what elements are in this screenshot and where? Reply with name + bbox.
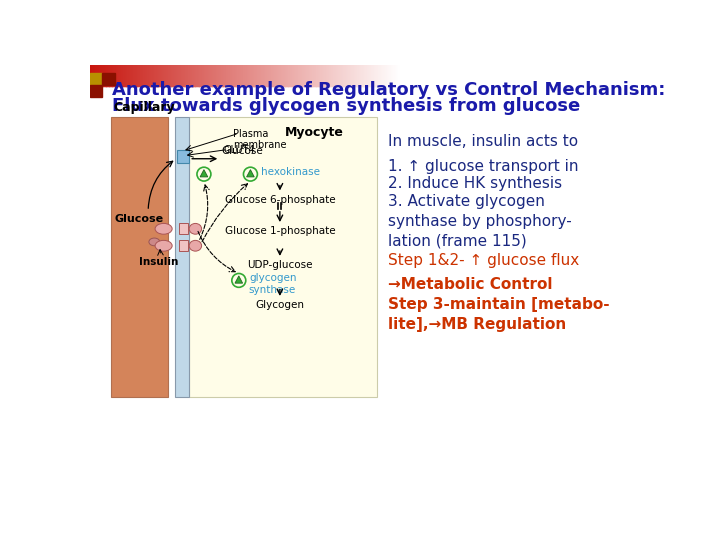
Bar: [179, 224, 189, 234]
Text: glycogen
synthase: glycogen synthase: [249, 273, 297, 295]
Polygon shape: [200, 170, 208, 177]
Ellipse shape: [155, 224, 172, 234]
Text: Step 1&2- ↑ glucose flux: Step 1&2- ↑ glucose flux: [388, 253, 580, 268]
Bar: [179, 240, 189, 251]
Ellipse shape: [149, 238, 160, 246]
Bar: [177, 150, 189, 163]
Ellipse shape: [155, 240, 172, 251]
Polygon shape: [246, 170, 254, 177]
Text: Plasma
membrane: Plasma membrane: [233, 129, 287, 150]
Bar: [90, 72, 102, 85]
Polygon shape: [235, 276, 243, 283]
Text: →Metabolic Control: →Metabolic Control: [388, 276, 553, 292]
Ellipse shape: [189, 240, 202, 251]
Ellipse shape: [189, 224, 202, 234]
Text: Insulin: Insulin: [138, 257, 178, 267]
Text: UDP-glucose: UDP-glucose: [247, 260, 312, 271]
Text: Step 3-maintain [metabo-
lite],→MB Regulation: Step 3-maintain [metabo- lite],→MB Regul…: [388, 298, 610, 332]
Text: Flux towards glycogen synthesis from glucose: Flux towards glycogen synthesis from glu…: [112, 97, 580, 114]
Text: Glucose 6-phosphate: Glucose 6-phosphate: [225, 195, 336, 205]
Bar: [189, 117, 377, 397]
Text: Glucose 1-phosphate: Glucose 1-phosphate: [225, 226, 336, 237]
Text: Myocyte: Myocyte: [285, 126, 344, 139]
Text: Another example of Regulatory vs Control Mechanism:: Another example of Regulatory vs Control…: [112, 81, 665, 99]
Bar: [175, 117, 189, 397]
Text: 2. Induce HK synthesis: 2. Induce HK synthesis: [388, 177, 562, 192]
Bar: [111, 117, 168, 397]
Text: hexokinase: hexokinase: [261, 167, 320, 177]
Text: 1. ↑ glucose transport in: 1. ↑ glucose transport in: [388, 159, 579, 174]
Bar: [102, 72, 114, 85]
Text: Glucose: Glucose: [114, 214, 163, 224]
Text: In muscle, insulin acts to: In muscle, insulin acts to: [388, 134, 578, 149]
Text: Glucose: Glucose: [222, 146, 264, 157]
Text: Capillary: Capillary: [113, 101, 175, 114]
Text: Glycogen: Glycogen: [256, 300, 305, 310]
Bar: [90, 85, 102, 97]
Text: GLUT4: GLUT4: [223, 145, 255, 155]
Text: 3. Activate glycogen
synthase by phosphory-
lation (frame 115): 3. Activate glycogen synthase by phospho…: [388, 194, 572, 249]
